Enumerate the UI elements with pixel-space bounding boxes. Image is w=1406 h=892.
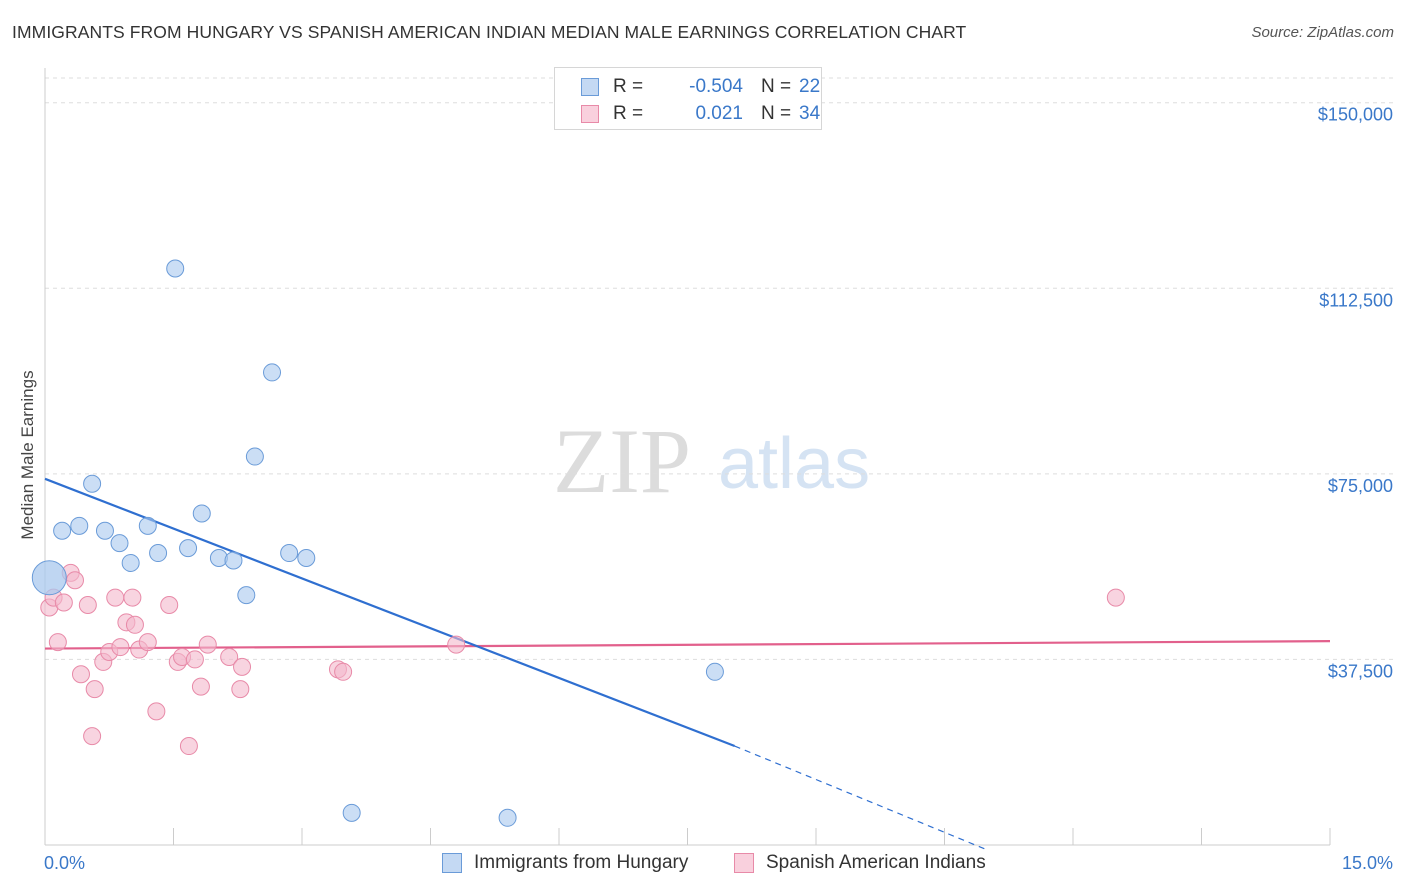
- y-tick-label: $37,500: [1328, 661, 1393, 681]
- watermark: ZIP atlas: [553, 410, 870, 512]
- hungary-point: [179, 539, 198, 558]
- spanish-point: [185, 650, 204, 669]
- y-tick-label: $150,000: [1318, 105, 1393, 125]
- spanish-point: [147, 702, 166, 721]
- hungary-point: [342, 803, 361, 822]
- x-axis-ticks: 0.0% 15.0%: [44, 853, 1393, 873]
- spanish-point: [233, 657, 252, 676]
- hungary-trendline: [44, 477, 736, 748]
- legend-n-value: 34: [799, 103, 821, 124]
- hungary-point: [245, 447, 264, 466]
- legend-r-value: -0.504: [689, 76, 743, 97]
- hungary-point: [280, 544, 299, 563]
- series-swatch-blue: [442, 853, 462, 873]
- hungary-point: [297, 548, 316, 567]
- chart-title: IMMIGRANTS FROM HUNGARY VS SPANISH AMERI…: [12, 22, 967, 42]
- spanish-point: [78, 596, 97, 615]
- points: [31, 259, 1125, 827]
- correlation-legend: R = -0.504 N = 22 R = 0.021 N = 34: [554, 67, 822, 130]
- legend-swatch-pink: [581, 105, 599, 123]
- legend-n-label: N =: [761, 76, 792, 97]
- spanish-point: [138, 633, 157, 652]
- spanish-point: [123, 588, 142, 607]
- series-legend-label: Spanish American Indians: [766, 852, 986, 873]
- spanish-point: [220, 647, 239, 666]
- spanish-point: [65, 571, 84, 590]
- source-label: Source: ZipAtlas.com: [1251, 24, 1394, 41]
- spanish-point: [231, 680, 250, 699]
- spanish-point: [198, 635, 217, 654]
- y-tick-label: $75,000: [1328, 476, 1393, 496]
- hungary-point: [110, 534, 129, 553]
- spanish-point: [48, 633, 67, 652]
- spanish-point: [191, 677, 210, 696]
- legend-r-value: 0.021: [695, 103, 743, 124]
- trendlines: [44, 477, 1331, 851]
- spanish-point: [125, 615, 144, 634]
- y-axis-label: Median Male Earnings: [18, 370, 37, 539]
- spanish-point: [1106, 588, 1125, 607]
- y-axis-ticks: $37,500 $75,000 $112,500 $150,000: [1318, 105, 1393, 682]
- hungary-point: [498, 808, 517, 827]
- hungary-point: [53, 521, 72, 540]
- hungary-point: [121, 553, 140, 572]
- hungary-point: [166, 259, 185, 278]
- hungary-trendline-extension: [734, 745, 988, 851]
- spanish-point: [83, 727, 102, 746]
- x-tick-label: 15.0%: [1342, 853, 1393, 873]
- spanish-point: [160, 596, 179, 615]
- spanish-point: [179, 737, 198, 756]
- hungary-point: [192, 504, 211, 523]
- axes: [44, 68, 1331, 846]
- spanish-trendline: [44, 640, 1331, 650]
- hungary-point: [138, 516, 157, 535]
- legend-r-label: R =: [613, 103, 644, 124]
- series-swatch-pink: [734, 853, 754, 873]
- spanish-point: [334, 662, 353, 681]
- y-tick-label: $112,500: [1319, 290, 1393, 310]
- hungary-point: [263, 363, 282, 382]
- spanish-point: [106, 588, 125, 607]
- legend-n-label: N =: [761, 103, 792, 124]
- hungary-point: [149, 544, 168, 563]
- grid: [45, 77, 1395, 660]
- spanish-point: [54, 593, 73, 612]
- hungary-point: [224, 551, 243, 570]
- watermark-atlas: atlas: [718, 424, 870, 504]
- spanish-point: [447, 635, 466, 654]
- hungary-point: [31, 560, 67, 596]
- series-legend-label: Immigrants from Hungary: [474, 852, 689, 873]
- hungary-point: [95, 521, 114, 540]
- x-tick-label: 0.0%: [44, 853, 85, 873]
- hungary-point: [705, 662, 724, 681]
- legend-n-value: 22: [799, 76, 821, 97]
- spanish-point: [71, 665, 90, 684]
- hungary-point: [237, 586, 256, 605]
- legend-swatch-blue: [581, 78, 599, 96]
- legend-r-label: R =: [613, 76, 644, 97]
- hungary-point: [83, 474, 102, 493]
- hungary-point: [70, 516, 89, 535]
- watermark-zip: ZIP: [553, 410, 691, 512]
- spanish-point: [111, 638, 130, 657]
- spanish-point: [85, 680, 104, 699]
